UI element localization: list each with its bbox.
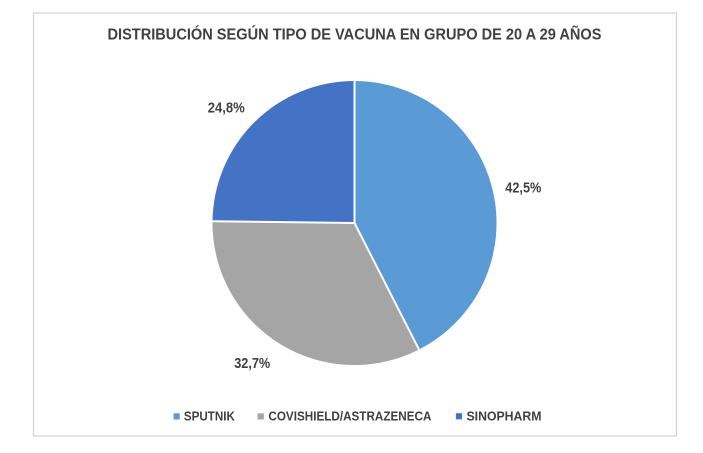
svg-text:24,8%: 24,8% (208, 101, 245, 117)
svg-text:COVISHIELD/ASTRAZENECA: COVISHIELD/ASTRAZENECA (268, 409, 432, 424)
svg-text:SINOPHARM: SINOPHARM (467, 409, 542, 424)
svg-text:42,5%: 42,5% (505, 181, 541, 197)
svg-text:SPUTNIK: SPUTNIK (184, 409, 236, 424)
svg-text:DISTRIBUCIÓN SEGÚN TIPO DE VAC: DISTRIBUCIÓN SEGÚN TIPO DE VACUNA EN GRU… (108, 25, 602, 43)
svg-text:32,7%: 32,7% (234, 356, 270, 372)
